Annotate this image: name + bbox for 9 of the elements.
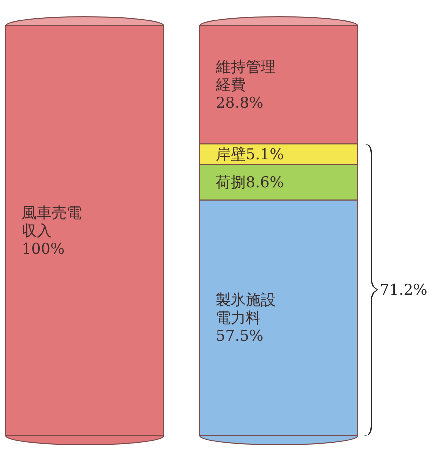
data-label: 57.5% (216, 327, 264, 346)
data-label: 100% (22, 240, 65, 258)
text: 71.2% (380, 281, 428, 300)
series-label: 維持管理経費 (215, 58, 276, 94)
text: 荷捌8.6% (216, 174, 284, 192)
series-label: 風車売電収入 (22, 204, 82, 240)
series-label: 製氷施設電力料 (216, 291, 276, 328)
data-label: 28.8% (216, 94, 264, 112)
text: 岸壁5.1% (216, 146, 284, 164)
